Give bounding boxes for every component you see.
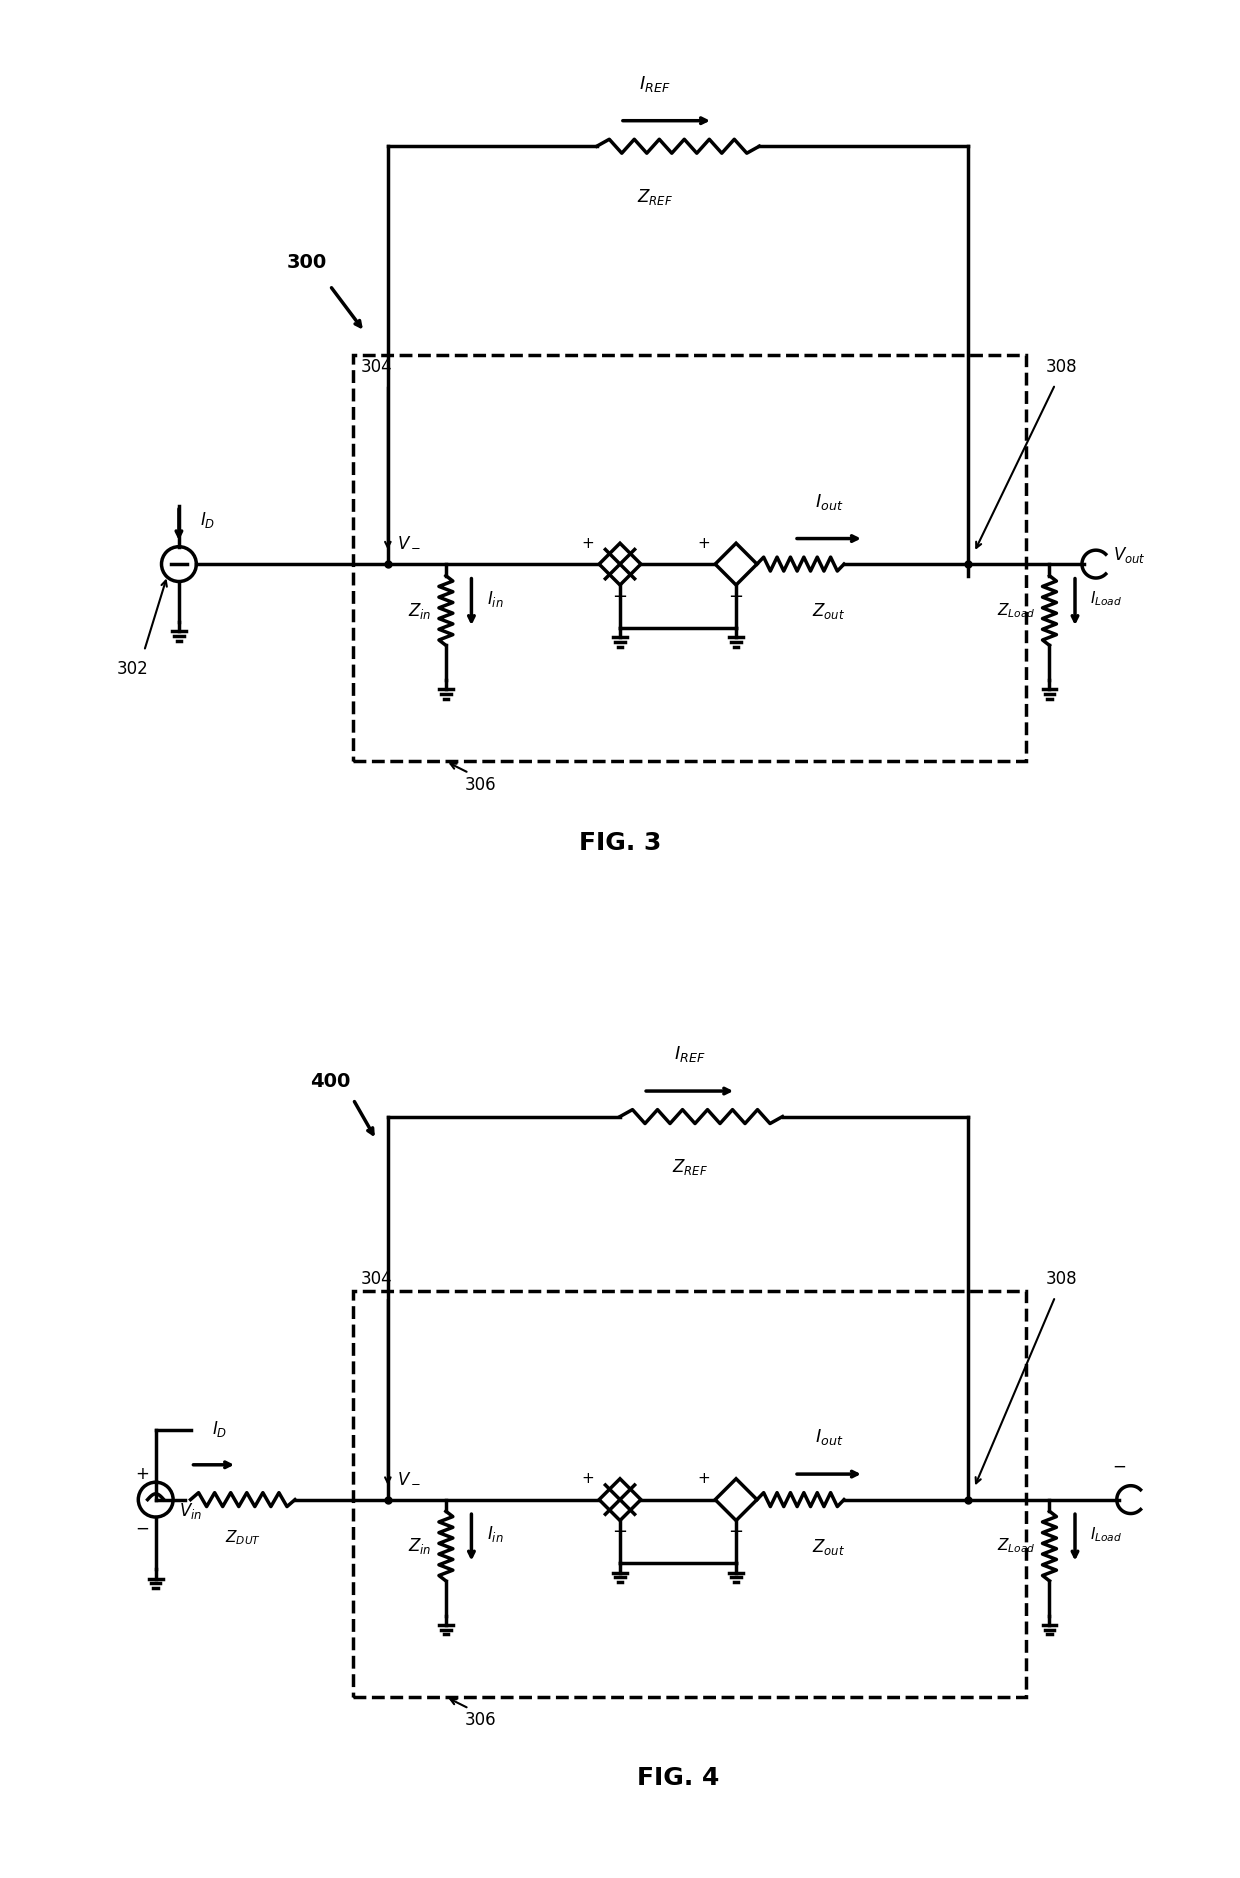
Text: FIG. 3: FIG. 3 bbox=[579, 830, 661, 854]
Text: $Z_{Load}$: $Z_{Load}$ bbox=[997, 1536, 1035, 1555]
Text: $Z_{Load}$: $Z_{Load}$ bbox=[997, 601, 1035, 620]
Text: $Z_{REF}$: $Z_{REF}$ bbox=[637, 186, 673, 207]
Text: −: − bbox=[1112, 1457, 1126, 1476]
Text: $I_{Load}$: $I_{Load}$ bbox=[1090, 590, 1122, 608]
Text: +: + bbox=[697, 535, 711, 550]
Text: −: − bbox=[613, 1523, 627, 1542]
Text: $V_-$: $V_-$ bbox=[397, 1469, 422, 1485]
Text: 306: 306 bbox=[465, 1711, 496, 1730]
Text: $Z_{REF}$: $Z_{REF}$ bbox=[672, 1157, 708, 1178]
Text: $V_-$: $V_-$ bbox=[397, 533, 422, 550]
Text: $I_{out}$: $I_{out}$ bbox=[815, 1427, 843, 1448]
Text: 308: 308 bbox=[1045, 359, 1076, 376]
Text: −: − bbox=[729, 588, 744, 605]
Text: $Z_{out}$: $Z_{out}$ bbox=[812, 601, 846, 622]
Text: $Z_{out}$: $Z_{out}$ bbox=[812, 1536, 846, 1557]
Text: +: + bbox=[582, 535, 594, 550]
Text: +: + bbox=[135, 1465, 149, 1484]
Text: $V_{in}$: $V_{in}$ bbox=[179, 1501, 202, 1521]
Text: −: − bbox=[729, 1523, 744, 1542]
Bar bbox=[353, 1290, 1027, 1698]
Text: 304: 304 bbox=[361, 1270, 392, 1288]
Text: $I_{in}$: $I_{in}$ bbox=[486, 590, 503, 608]
Text: $I_{Load}$: $I_{Load}$ bbox=[1090, 1525, 1122, 1544]
Text: 300: 300 bbox=[286, 254, 326, 272]
Text: $I_D$: $I_D$ bbox=[200, 511, 215, 530]
Text: +: + bbox=[697, 1470, 711, 1485]
Text: +: + bbox=[582, 1470, 594, 1485]
Text: $I_{REF}$: $I_{REF}$ bbox=[673, 1044, 706, 1065]
Text: $I_{out}$: $I_{out}$ bbox=[815, 492, 843, 513]
Text: $I_{REF}$: $I_{REF}$ bbox=[639, 73, 671, 94]
Text: $Z_{in}$: $Z_{in}$ bbox=[408, 1536, 432, 1557]
Text: −: − bbox=[613, 588, 627, 605]
Text: 306: 306 bbox=[465, 776, 496, 794]
Bar bbox=[353, 355, 1027, 761]
Text: $Z_{DUT}$: $Z_{DUT}$ bbox=[224, 1529, 260, 1547]
Text: $I_D$: $I_D$ bbox=[212, 1420, 227, 1439]
Text: FIG. 4: FIG. 4 bbox=[637, 1765, 719, 1790]
Text: 304: 304 bbox=[361, 359, 392, 376]
Text: $V_{out}$: $V_{out}$ bbox=[1114, 545, 1146, 565]
Text: −: − bbox=[135, 1519, 149, 1538]
Text: $Z_{in}$: $Z_{in}$ bbox=[408, 601, 432, 620]
Text: 308: 308 bbox=[1045, 1270, 1076, 1288]
Text: 302: 302 bbox=[117, 659, 149, 678]
Text: 400: 400 bbox=[310, 1072, 350, 1091]
Text: $I_{in}$: $I_{in}$ bbox=[486, 1525, 503, 1544]
